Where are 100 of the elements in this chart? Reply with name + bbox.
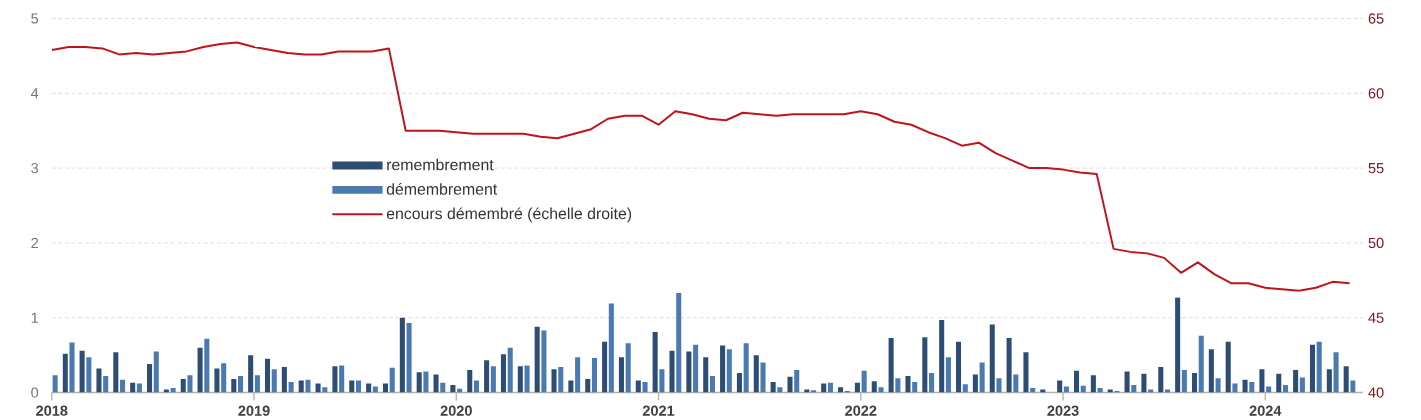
bar [770,381,776,393]
bar [440,382,446,393]
bar [96,368,102,393]
bar [753,354,759,393]
bar [659,369,665,393]
bar [760,362,766,393]
bar [298,380,304,393]
bar [989,324,995,393]
bar [618,357,624,393]
bar [551,369,557,393]
bar [1333,351,1339,393]
bar [895,378,901,393]
bar [248,354,254,393]
y-tick-label: 1 [31,312,39,323]
bar [1006,337,1012,393]
bar [153,351,159,393]
y-tick-label: 4 [30,88,39,99]
bar [406,322,412,393]
bar [524,365,530,393]
legend-label: démembrement [386,182,498,195]
bar [642,381,648,393]
bar [1057,380,1063,393]
bar [69,342,75,393]
bar [473,380,480,393]
bar [1198,335,1204,393]
bar [1326,369,1332,393]
bar [1215,378,1221,393]
bar [929,372,935,393]
bar [1141,373,1147,393]
y-tick-label: 0 [31,387,39,398]
bar [490,366,496,393]
bar [871,381,877,393]
x-tick-label: 2022 [845,405,877,416]
bar [541,330,547,393]
bar [423,371,429,393]
bar [905,375,911,393]
bar [1316,341,1322,393]
bar [1299,377,1305,393]
bar [676,292,682,393]
bar [686,351,692,393]
bar [1073,370,1080,393]
bar [996,378,1002,393]
bar [922,337,928,393]
bar [709,375,715,393]
bar [1181,369,1187,393]
bar [912,381,918,393]
bar [349,380,355,393]
bar [1293,369,1299,393]
bar [1343,366,1349,393]
bar [1259,369,1265,393]
bar [558,366,564,393]
bar [568,380,574,393]
bar [811,390,817,393]
y-tick-label: 3 [31,162,39,174]
bar [79,350,85,393]
bar [635,380,641,393]
bar [103,375,109,393]
bar [231,378,237,393]
bar [52,375,58,393]
bar [1191,372,1198,393]
bar [1350,380,1356,393]
x-tick-label: 2023 [1047,405,1079,416]
x-tick-label: 2020 [440,405,472,416]
bar [1309,344,1316,393]
bar [585,378,591,393]
bar [838,387,844,393]
bar [204,338,210,393]
bar [693,344,699,393]
bar [1208,349,1214,393]
x-tick-label: 2024 [1249,405,1282,416]
x-tick-label: 2019 [238,405,270,416]
bar [602,341,608,393]
bar [238,375,244,393]
bar [720,345,726,393]
bar [1023,351,1029,393]
bar [945,357,951,393]
bar [484,360,490,393]
bar [1175,297,1181,393]
bar [120,379,126,393]
bar [736,372,742,393]
legend-label: remembrement [387,158,494,171]
x-tick-label: 2021 [642,405,675,416]
bar [467,369,473,393]
bar [450,384,456,393]
bar [500,354,506,393]
bar [271,369,277,393]
bar [1158,366,1164,393]
x-tick-label: 2018 [36,405,68,416]
bar [854,382,860,393]
bar [288,381,294,393]
bar [305,379,311,393]
bar [878,387,884,393]
bar [956,341,962,393]
bar [534,326,540,393]
bar [130,382,136,393]
bar [743,343,749,393]
bar [416,372,422,393]
bar [517,366,523,393]
bar [939,319,945,393]
bar [625,343,631,393]
